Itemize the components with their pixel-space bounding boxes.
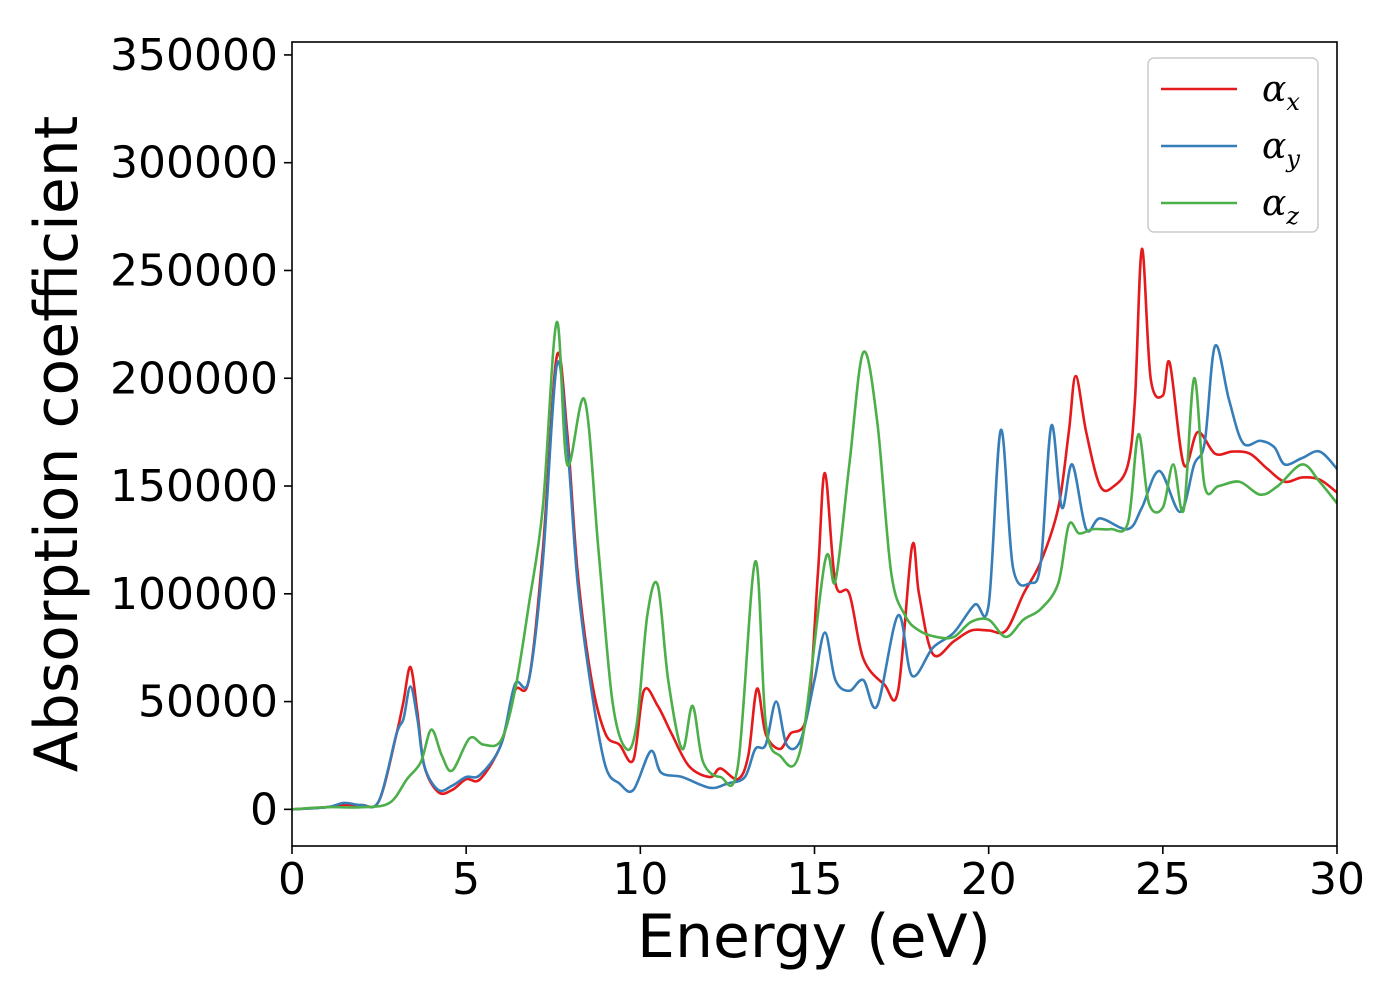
y-axis: 0 50000 100000 150000 200000 250000 300000 3500… [110, 30, 292, 835]
x-tick-label: 0 [278, 854, 306, 905]
x-tick-label: 20 [961, 854, 1017, 905]
y-tick-label: 0 [250, 784, 278, 835]
series-line-x [292, 247, 1337, 811]
legend-label-y: αy [1262, 126, 1300, 173]
x-tick-label: 30 [1309, 854, 1365, 905]
y-tick-label: 150000 [110, 461, 278, 512]
series-layer [292, 247, 1337, 811]
x-axis: 0 5 10 15 20 25 30 [278, 846, 1365, 905]
y-tick-label: 300000 [110, 138, 278, 189]
series-line-y [292, 344, 1337, 811]
series-line-z [292, 320, 1337, 811]
legend-label-x: αx [1262, 69, 1300, 116]
x-axis-title: Energy (eV) [637, 902, 991, 972]
x-tick-label: 25 [1135, 854, 1191, 905]
y-tick-label: 200000 [110, 353, 278, 404]
legend-label-z: αz [1262, 183, 1299, 230]
y-tick-label: 50000 [138, 677, 278, 728]
y-tick-label: 100000 [110, 569, 278, 620]
x-tick-label: 5 [452, 854, 480, 905]
x-tick-label: 10 [612, 854, 668, 905]
y-tick-label: 350000 [110, 30, 278, 81]
legend: αx αy αz [1147, 57, 1319, 233]
y-axis-title: Absorption coefficient [22, 116, 92, 773]
x-tick-label: 15 [787, 854, 843, 905]
y-tick-label: 250000 [110, 245, 278, 296]
